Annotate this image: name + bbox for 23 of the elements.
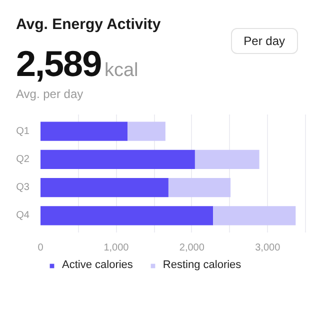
- x-tick-label: 3,000: [255, 242, 281, 254]
- bar: [40, 206, 214, 226]
- bar: [40, 178, 168, 198]
- y-tick-label: Q1: [16, 126, 30, 137]
- bar: [168, 178, 231, 198]
- text: Per day: [230, 28, 298, 54]
- bar: [128, 122, 166, 141]
- bar: [213, 206, 296, 226]
- chart-title: Avg. Energy Activity: [16, 16, 162, 34]
- y-tick-label: Q3: [16, 182, 30, 194]
- x-tick-label: 0: [38, 242, 44, 254]
- bar: [40, 122, 128, 141]
- bar: [194, 150, 260, 170]
- text: Avg. per day: [16, 86, 84, 102]
- x-tick-label: 2,000: [179, 242, 205, 254]
- bar: [40, 150, 195, 170]
- y-tick-label: Q4: [16, 210, 30, 222]
- x-tick-label: 1,000: [104, 242, 130, 254]
- text: kcal: [104, 60, 138, 81]
- text: 2,589: [16, 43, 102, 84]
- legend-label: Active calories: [62, 259, 133, 271]
- legend-label: Resting calories: [162, 259, 242, 271]
- y-tick-label: Q2: [16, 154, 30, 165]
